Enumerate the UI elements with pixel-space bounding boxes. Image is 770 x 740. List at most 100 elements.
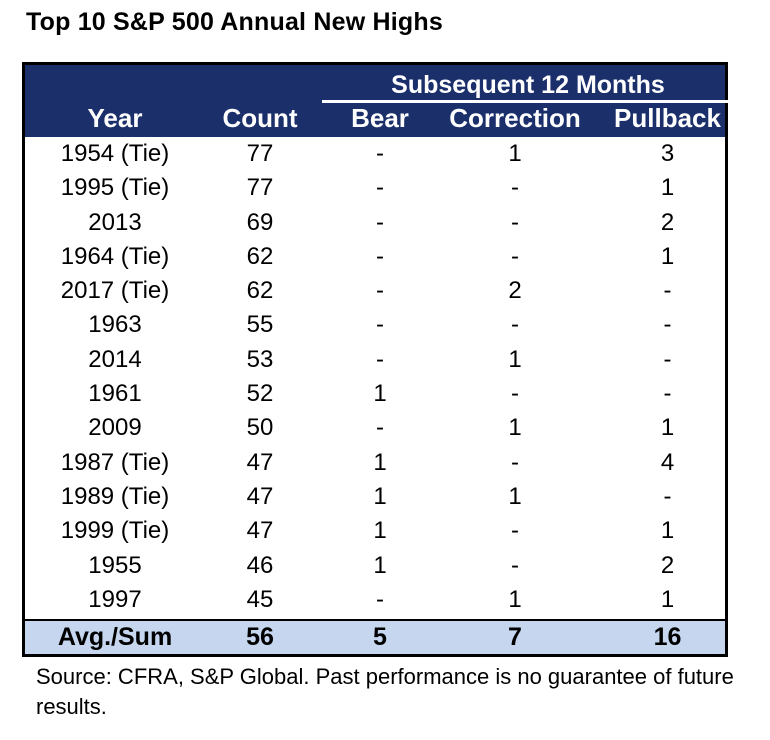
group-header-rule	[322, 100, 729, 103]
table-row: 1961 52 1 - -	[25, 377, 725, 411]
column-header-bear: Bear	[351, 103, 409, 133]
cell-correction: -	[511, 311, 519, 339]
cell-bear: -	[376, 140, 384, 167]
cell-pullback: -	[663, 345, 672, 373]
cell-pullback: 2	[660, 208, 675, 236]
column-header-pullback: Pullback	[614, 103, 721, 133]
cell-bear: -	[376, 208, 384, 236]
cell-correction: 1	[508, 414, 522, 442]
cell-bear: 1	[373, 551, 387, 579]
cell-pullback: 4	[660, 448, 675, 476]
summary-count: 56	[246, 623, 274, 651]
table-row: 1954 (Tie) 77 - 1 3	[25, 137, 725, 171]
cell-year: 1999 (Tie)	[60, 517, 170, 545]
cell-correction: 2	[508, 277, 522, 305]
cell-correction: -	[511, 242, 519, 270]
cell-pullback: 2	[660, 551, 675, 579]
cell-count: 47	[246, 448, 274, 476]
table-row: 1987 (Tie) 47 1 - 4	[25, 446, 725, 480]
cell-bear: 1	[373, 448, 387, 476]
cell-year: 1961	[88, 380, 142, 408]
summary-pullback: 16	[653, 623, 682, 651]
cell-year: 1995 (Tie)	[60, 174, 170, 202]
cell-year: 1987 (Tie)	[60, 448, 170, 476]
table-body: 1954 (Tie) 77-1 3 1995 (Tie) 77- -1 2013 69- -2 1…	[25, 137, 725, 617]
cell-bear: -	[376, 345, 384, 373]
cell-correction: -	[511, 551, 519, 579]
cell-year: 1963	[88, 311, 142, 339]
cell-count: 69	[246, 208, 274, 236]
cell-bear: -	[376, 311, 384, 339]
cell-bear: -	[376, 414, 384, 442]
table-row: 1999 (Tie) 47 1 - 1	[25, 514, 725, 548]
table-row: 1964 (Tie) 62 - - 1	[25, 240, 725, 274]
cell-bear: -	[376, 277, 384, 305]
table-row: 1995 (Tie) 77 - - 1	[25, 171, 725, 205]
cell-pullback: -	[663, 311, 672, 339]
cell-pullback: 1	[660, 242, 675, 270]
column-header-count: Count	[222, 103, 298, 133]
cell-year: 1955	[88, 551, 142, 579]
cell-correction: -	[511, 448, 519, 476]
cell-bear: 1	[373, 482, 387, 510]
cell-year: 2013	[88, 208, 142, 236]
cell-count: 45	[246, 585, 274, 613]
cell-correction: -	[511, 380, 519, 408]
cell-pullback: -	[663, 277, 672, 305]
cell-year: 1954 (Tie)	[60, 140, 170, 167]
table-row: 1963 55 - - -	[25, 308, 725, 342]
cell-correction: -	[511, 517, 519, 545]
cell-bear: -	[376, 242, 384, 270]
summary-label: Avg./Sum	[57, 623, 173, 651]
cell-count: 55	[246, 311, 274, 339]
column-header-year: Year	[87, 103, 143, 133]
cell-pullback: 1	[660, 585, 675, 613]
cell-count: 62	[246, 277, 274, 305]
table-row: 1989 (Tie) 47 1 1 -	[25, 480, 725, 514]
cell-count: 47	[246, 517, 274, 545]
source-note: Source: CFRA, S&P Global. Past performan…	[36, 664, 734, 719]
cell-year: 1997	[88, 585, 142, 613]
table-row: 2009 50 - 1 1	[25, 411, 725, 445]
cell-year: 2009	[88, 414, 142, 442]
table-row: 2014 53 - 1 -	[25, 343, 725, 377]
summary-bear: 5	[373, 623, 387, 651]
column-header-correction: Correction	[449, 103, 581, 133]
cell-count: 46	[246, 551, 274, 579]
cell-correction: 1	[508, 345, 522, 373]
data-table: Subsequent 12 Months Year Count Bear Cor…	[22, 62, 729, 657]
cell-pullback: 1	[660, 174, 675, 202]
page-title: Top 10 S&P 500 Annual New Highs	[26, 8, 443, 36]
cell-pullback: -	[663, 482, 672, 510]
cell-bear: -	[376, 585, 384, 613]
cell-correction: 1	[508, 585, 522, 613]
cell-count: 77	[246, 140, 274, 167]
cell-year: 1964 (Tie)	[60, 242, 170, 270]
cell-count: 77	[246, 174, 274, 202]
cell-year: 2014	[88, 345, 142, 373]
cell-count: 53	[246, 345, 274, 373]
cell-count: 50	[246, 414, 274, 442]
cell-count: 52	[246, 380, 274, 408]
cell-bear: -	[376, 174, 384, 202]
cell-pullback: 1	[660, 414, 675, 442]
cell-year: 1989 (Tie)	[60, 482, 170, 510]
table-row: 1955 46 1 - 2	[25, 549, 725, 583]
summary-correction: 7	[508, 623, 522, 651]
table-row: 2017 (Tie) 62 - 2 -	[25, 274, 725, 308]
table-row: 2013 69 - - 2	[25, 206, 725, 240]
cell-correction: -	[511, 208, 519, 236]
cell-bear: 1	[373, 380, 387, 408]
cell-bear: 1	[373, 517, 387, 545]
cell-count: 47	[246, 482, 274, 510]
cell-pullback: 3	[660, 140, 675, 167]
cell-correction: 1	[508, 482, 522, 510]
cell-pullback: 1	[660, 517, 675, 545]
cell-pullback: -	[663, 380, 672, 408]
cell-correction: 1	[508, 140, 522, 167]
cell-count: 62	[246, 242, 274, 270]
cell-year: 2017 (Tie)	[60, 277, 170, 305]
table-header: Subsequent 12 Months Year Count Bear Cor…	[25, 65, 729, 137]
table-row: 1997 45 - 1 1	[25, 583, 725, 617]
group-header-label: Subsequent 12 Months	[391, 71, 665, 99]
